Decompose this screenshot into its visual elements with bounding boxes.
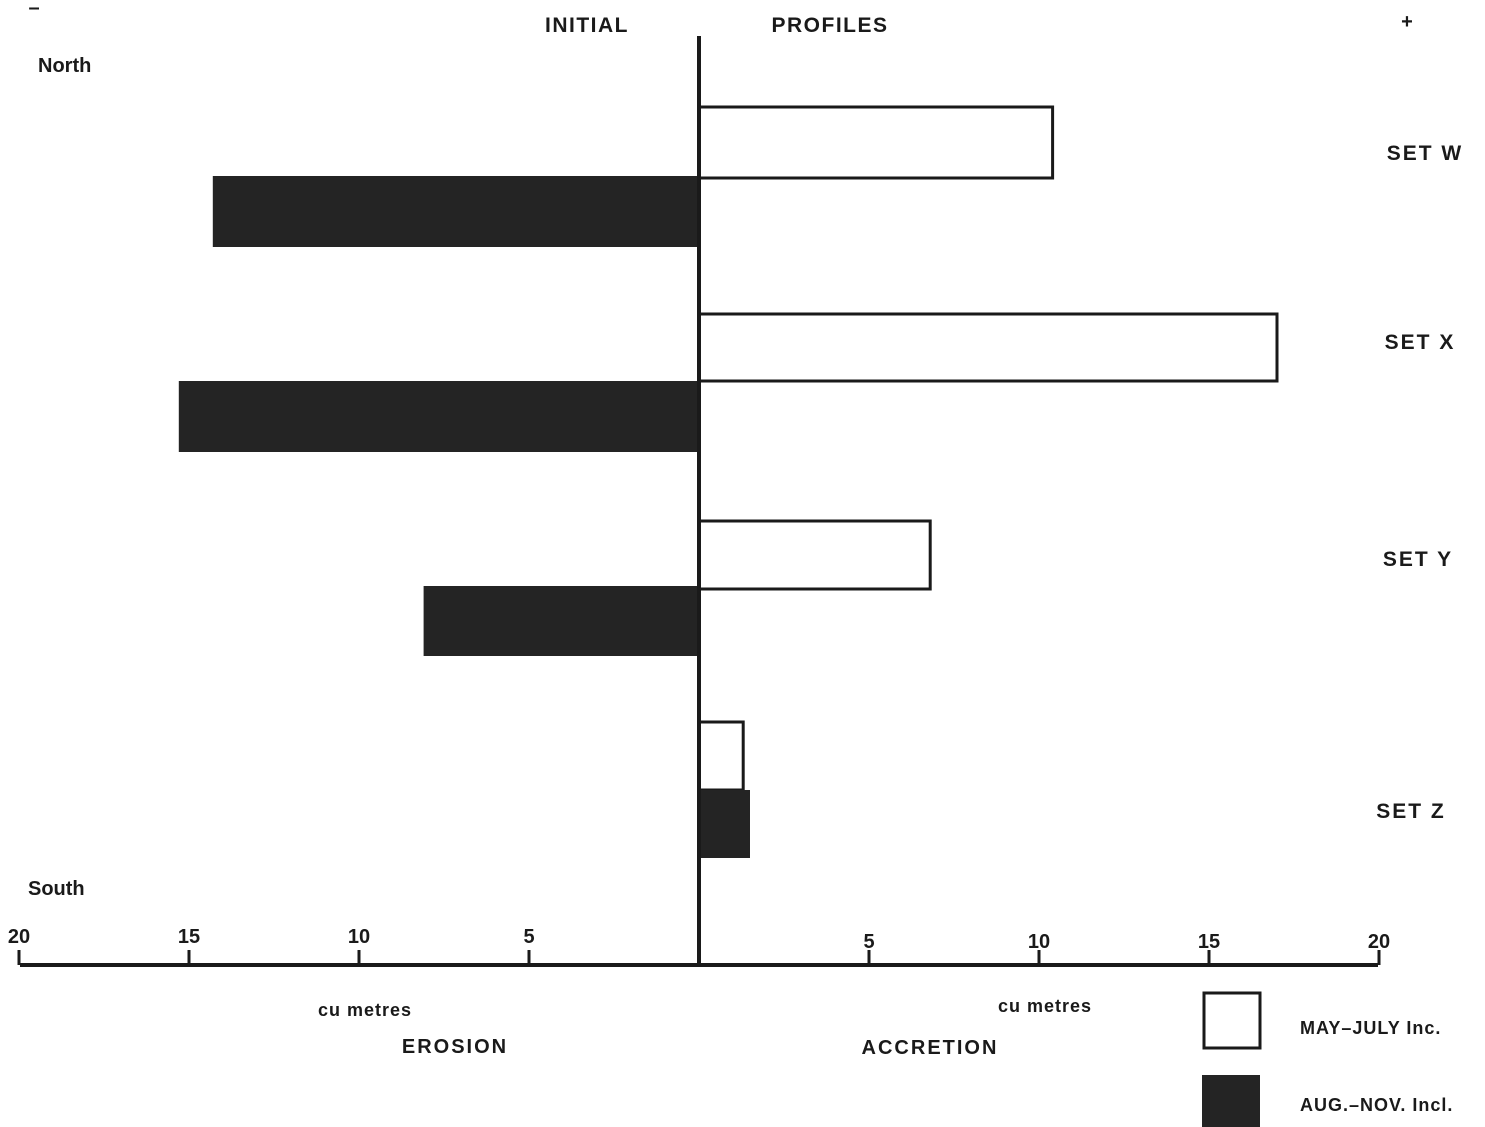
initial-label: INITIAL bbox=[545, 14, 629, 37]
x-tick-label: 5 bbox=[863, 931, 874, 953]
bar-set-x-may-july bbox=[697, 312, 1279, 383]
category-label-set-y: SET Y bbox=[1383, 548, 1453, 571]
north-label: North bbox=[38, 55, 91, 77]
x-tick-label: 5 bbox=[523, 926, 534, 948]
plus-sign: + bbox=[1401, 11, 1413, 33]
x-tick-label: 10 bbox=[1028, 931, 1050, 953]
category-label-set-w: SET W bbox=[1387, 142, 1464, 165]
legend: MAY–JULY Inc. AUG.–NOV. Incl. bbox=[1202, 991, 1453, 1127]
bar-set-y-may-july bbox=[697, 519, 932, 591]
bar-set-z-may-july bbox=[697, 720, 745, 792]
bar-set-w-may-july bbox=[697, 105, 1055, 180]
legend-swatch-may-july bbox=[1202, 991, 1262, 1050]
x-tick-label: 10 bbox=[348, 926, 370, 948]
x-tick-label: 20 bbox=[8, 926, 30, 948]
category-label-set-x: SET X bbox=[1385, 331, 1456, 354]
bar-set-w-aug-nov bbox=[212, 176, 700, 247]
x-ticks-group: 20 15 10 5 5 10 15 20 bbox=[8, 926, 1390, 965]
category-label-set-z: SET Z bbox=[1376, 800, 1446, 823]
profiles-label: PROFILES bbox=[771, 14, 888, 37]
accretion-caption: ACCRETION bbox=[862, 1037, 999, 1059]
legend-label-may-july: MAY–JULY Inc. bbox=[1300, 1018, 1441, 1038]
bar-set-z-aug-nov bbox=[699, 790, 750, 858]
left-unit-label: cu metres bbox=[318, 1000, 412, 1020]
x-tick-label: 20 bbox=[1368, 931, 1390, 953]
right-unit-label: cu metres bbox=[998, 996, 1092, 1016]
bar-set-y-aug-nov bbox=[423, 586, 699, 656]
minus-sign: – bbox=[28, 0, 39, 19]
erosion-caption: EROSION bbox=[402, 1036, 508, 1058]
x-tick-label: 15 bbox=[1198, 931, 1220, 953]
south-label: South bbox=[28, 878, 85, 900]
set-labels-group: SET W SET X SET Y SET Z bbox=[1376, 142, 1464, 823]
x-tick-label: 15 bbox=[178, 926, 200, 948]
bar-set-x-aug-nov bbox=[178, 381, 700, 452]
legend-label-aug-nov: AUG.–NOV. Incl. bbox=[1300, 1095, 1453, 1115]
legend-swatch-aug-nov bbox=[1202, 1075, 1260, 1127]
bars-group bbox=[178, 105, 1279, 858]
